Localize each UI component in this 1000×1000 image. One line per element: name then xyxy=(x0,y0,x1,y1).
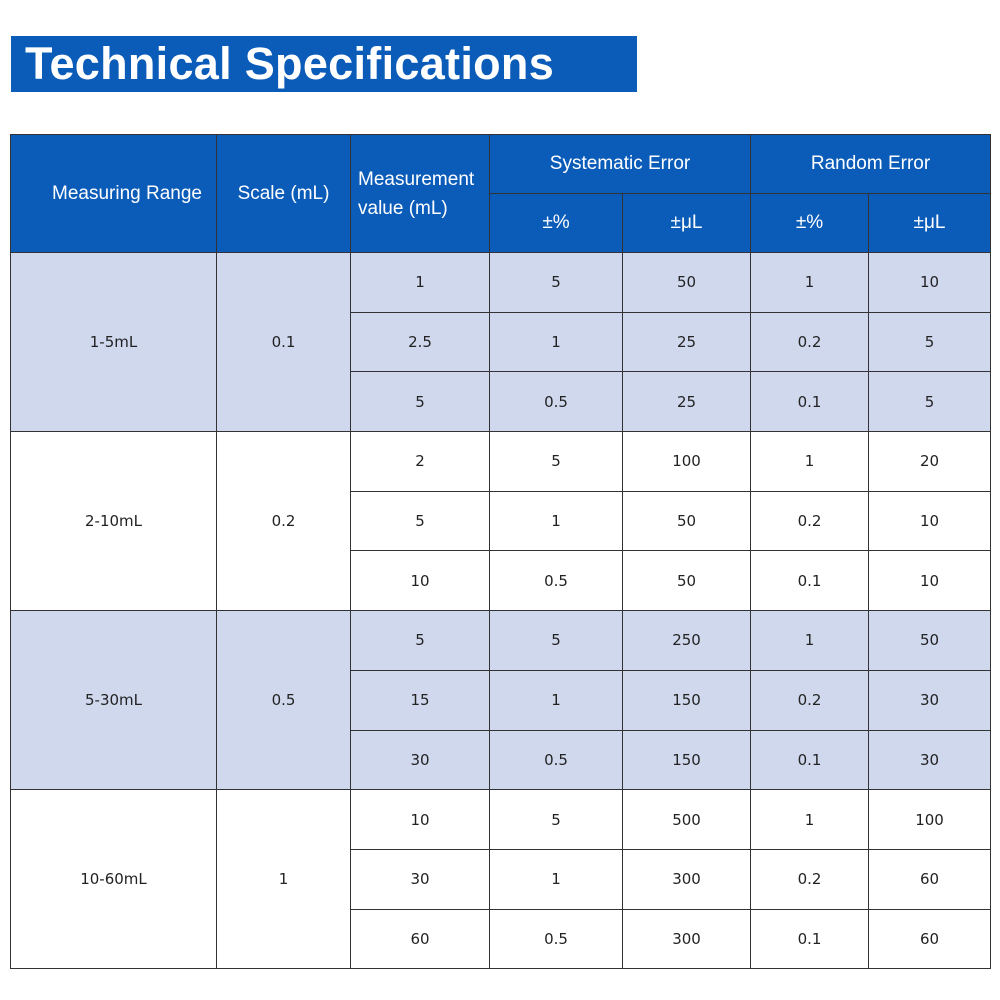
scale-cell: 0.5 xyxy=(216,610,351,791)
systematic-ul-cell: 100 xyxy=(621,431,752,492)
systematic-pct-cell: 0.5 xyxy=(489,550,623,612)
table-row: 15 1 150 0.2 30 xyxy=(11,669,992,731)
systematic-ul-cell: 500 xyxy=(621,789,752,850)
random-pct-cell: 1 xyxy=(750,431,870,492)
scale-cell: 0.2 xyxy=(216,431,351,612)
random-pct-cell: 0.2 xyxy=(750,669,870,731)
systematic-ul-cell: 50 xyxy=(621,252,752,313)
header-scale: Scale (mL) xyxy=(216,134,351,253)
systematic-ul-cell: 300 xyxy=(621,848,752,910)
measurement-value-cell: 2 xyxy=(350,431,490,492)
systematic-pct-cell: 5 xyxy=(489,789,623,850)
systematic-pct-cell: 0.5 xyxy=(489,371,623,433)
range-cell: 10-60mL xyxy=(10,789,217,970)
systematic-pct-cell: 1 xyxy=(489,490,623,552)
measurement-value-cell: 5 xyxy=(350,490,490,552)
systematic-pct-cell: 0.5 xyxy=(489,729,623,791)
table-row: 1-5mL 0.1 1 5 50 1 10 xyxy=(10,251,992,433)
table-row: 30 1 300 0.2 60 xyxy=(11,848,992,910)
random-ul-cell: 5 xyxy=(868,371,992,433)
systematic-pct-cell: 5 xyxy=(489,431,623,492)
page-title: Technical Specifications xyxy=(11,36,637,92)
random-pct-cell: 0.2 xyxy=(750,311,870,373)
random-ul-cell: 50 xyxy=(868,610,992,671)
header-measurement-value: Measurement value (mL) xyxy=(350,134,490,253)
measurement-value-cell: 15 xyxy=(350,669,490,731)
header-random-error: Random Error xyxy=(750,134,992,194)
systematic-pct-cell: 5 xyxy=(489,252,623,313)
systematic-ul-cell: 50 xyxy=(621,550,752,612)
header-systematic-pct: ±% xyxy=(489,193,623,253)
range-cell: 2-10mL xyxy=(10,431,217,612)
random-ul-cell: 60 xyxy=(868,848,992,910)
systematic-pct-cell: 1 xyxy=(489,311,623,373)
systematic-ul-cell: 300 xyxy=(621,908,752,970)
table-row: 2.5 1 25 0.2 5 xyxy=(11,311,992,373)
table-row: 60 0.5 300 0.1 60 xyxy=(11,908,992,970)
random-pct-cell: 0.1 xyxy=(750,371,870,433)
random-pct-cell: 1 xyxy=(750,252,870,313)
range-cell: 1-5mL xyxy=(10,251,217,433)
random-pct-cell: 1 xyxy=(750,789,870,850)
measurement-value-cell: 30 xyxy=(350,729,490,791)
random-ul-cell: 60 xyxy=(868,908,992,970)
random-pct-cell: 0.2 xyxy=(750,848,870,910)
scale-cell: 1 xyxy=(216,789,351,970)
header-systematic-error: Systematic Error xyxy=(488,134,752,194)
systematic-ul-cell: 250 xyxy=(621,610,752,671)
random-pct-cell: 0.1 xyxy=(750,908,870,970)
measurement-value-cell: 5 xyxy=(350,371,490,433)
measurement-value-cell: 30 xyxy=(350,848,490,910)
systematic-pct-cell: 1 xyxy=(489,848,623,910)
header-systematic-ul: ±μL xyxy=(621,193,752,253)
random-ul-cell: 10 xyxy=(868,252,992,313)
range-cell: 5-30mL xyxy=(10,610,217,791)
random-pct-cell: 0.1 xyxy=(750,729,870,791)
measurement-value-cell: 10 xyxy=(350,789,490,850)
systematic-pct-cell: 1 xyxy=(489,669,623,731)
random-ul-cell: 30 xyxy=(868,729,992,791)
table-row: 2-10mL 0.2 2 5 100 1 20 xyxy=(10,431,992,612)
table-row: 10-60mL 1 10 5 500 1 100 xyxy=(10,789,992,970)
measurement-value-cell: 60 xyxy=(350,908,490,970)
systematic-ul-cell: 150 xyxy=(621,729,752,791)
specifications-table: Measuring Range Scale (mL) Measurement v… xyxy=(10,134,992,970)
systematic-pct-cell: 0.5 xyxy=(489,908,623,970)
measurement-value-cell: 5 xyxy=(350,610,490,671)
random-ul-cell: 10 xyxy=(868,550,992,612)
table-row: 5-30mL 0.5 5 5 250 1 50 xyxy=(10,610,992,791)
header-random-pct: ±% xyxy=(750,193,870,253)
scale-cell: 0.1 xyxy=(216,251,351,433)
measurement-value-cell: 10 xyxy=(350,550,490,612)
table-row: 30 0.5 150 0.1 30 xyxy=(11,729,992,791)
systematic-ul-cell: 50 xyxy=(621,490,752,552)
measurement-value-cell: 2.5 xyxy=(350,311,490,373)
random-ul-cell: 30 xyxy=(868,669,992,731)
random-pct-cell: 0.2 xyxy=(750,490,870,552)
systematic-pct-cell: 5 xyxy=(489,610,623,671)
random-ul-cell: 100 xyxy=(868,789,992,850)
systematic-ul-cell: 25 xyxy=(621,371,752,433)
table-row: 10 0.5 50 0.1 10 xyxy=(11,550,992,612)
random-pct-cell: 0.1 xyxy=(750,550,870,612)
random-ul-cell: 20 xyxy=(868,431,992,492)
measurement-value-cell: 1 xyxy=(350,252,490,313)
random-ul-cell: 10 xyxy=(868,490,992,552)
header-measuring-range: Measuring Range xyxy=(10,134,217,253)
systematic-ul-cell: 150 xyxy=(621,669,752,731)
table-row: 5 0.5 25 0.1 5 xyxy=(11,371,992,433)
systematic-ul-cell: 25 xyxy=(621,311,752,373)
header-random-ul: ±μL xyxy=(868,193,992,253)
random-ul-cell: 5 xyxy=(868,311,992,373)
random-pct-cell: 1 xyxy=(750,610,870,671)
